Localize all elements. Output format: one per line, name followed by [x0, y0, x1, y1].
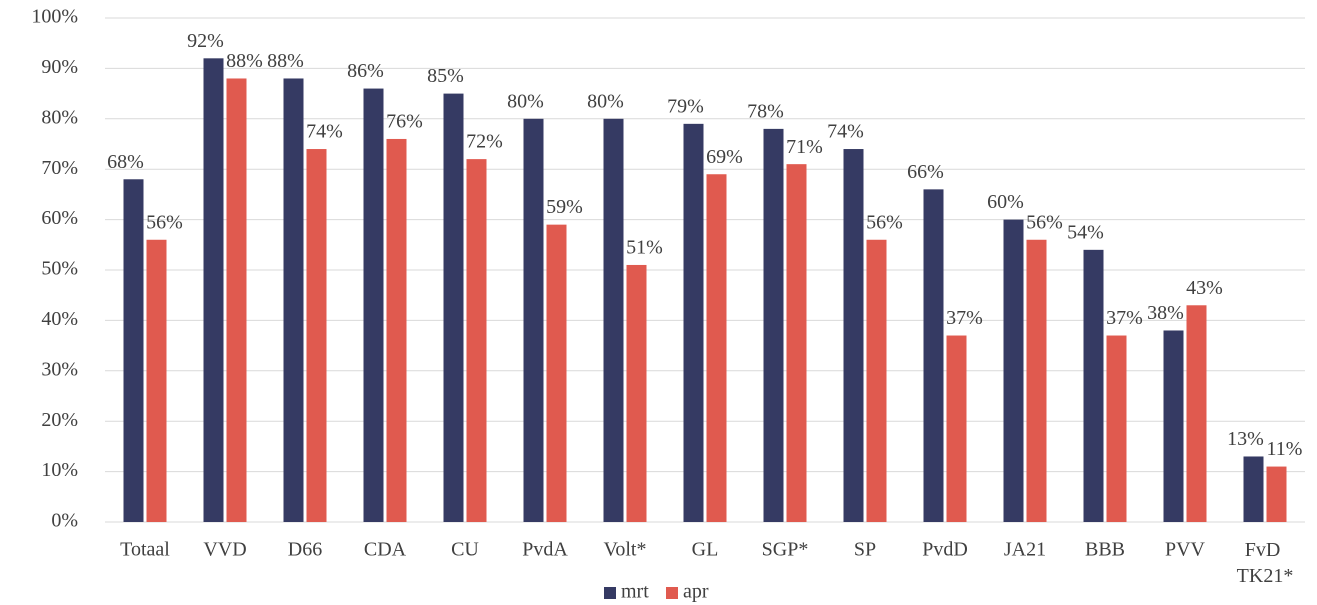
x-tick-label: CDA — [364, 539, 407, 561]
data-label: 72% — [466, 131, 503, 153]
bar — [226, 78, 247, 522]
y-tick-label: 10% — [41, 459, 78, 481]
x-tick-label: SGP* — [762, 539, 809, 561]
data-label: 59% — [546, 196, 583, 218]
y-tick-label: 70% — [41, 157, 78, 179]
bar — [283, 78, 304, 522]
bar — [1163, 330, 1184, 522]
bar — [626, 264, 647, 522]
y-tick-label: 20% — [41, 409, 78, 431]
data-label: 13% — [1227, 428, 1264, 450]
x-tick-label: VVD — [203, 539, 246, 561]
data-label: 88% — [267, 50, 304, 72]
data-label: 92% — [187, 30, 224, 52]
x-tick-label: CU — [451, 539, 479, 561]
data-label: 60% — [987, 191, 1024, 213]
bar — [1186, 305, 1207, 522]
bar — [363, 88, 384, 522]
data-label: 78% — [747, 100, 784, 122]
bar — [306, 149, 327, 523]
data-label: 37% — [1106, 307, 1143, 329]
data-label: 11% — [1267, 438, 1303, 460]
bar — [123, 179, 144, 522]
bar — [843, 149, 864, 523]
y-tick-label: 50% — [41, 258, 78, 280]
data-label: 68% — [107, 151, 144, 173]
x-tick-label: Totaal — [120, 539, 170, 561]
data-label: 85% — [427, 65, 464, 87]
bar — [603, 118, 624, 523]
x-tick-label: FvD TK21* — [1237, 539, 1294, 587]
bar — [763, 128, 784, 522]
y-tick-label: 80% — [41, 106, 78, 128]
bar — [386, 138, 407, 522]
bar — [146, 239, 167, 522]
data-label: 88% — [226, 50, 263, 72]
y-tick-label: 60% — [41, 207, 78, 229]
data-label: 56% — [146, 211, 183, 233]
x-tick-label: GL — [692, 539, 719, 561]
bar — [1243, 456, 1264, 522]
y-tick-label: 40% — [41, 308, 78, 330]
x-tick-label: JA21 — [1004, 539, 1046, 561]
bar — [443, 93, 464, 522]
x-tick-label: SP — [854, 539, 876, 561]
bar — [683, 123, 704, 522]
data-label: 51% — [626, 237, 663, 259]
bar — [923, 189, 944, 523]
x-tick-label: PVV — [1165, 539, 1206, 561]
bar — [946, 335, 967, 522]
data-label: 43% — [1186, 277, 1223, 299]
bar — [1083, 249, 1104, 522]
bar — [523, 118, 544, 523]
y-tick-label: 90% — [41, 56, 78, 78]
bar — [546, 224, 567, 522]
data-label: 76% — [386, 111, 423, 133]
data-label: 80% — [507, 90, 544, 112]
x-tick-label: BBB — [1085, 539, 1125, 561]
data-label: 38% — [1147, 302, 1184, 324]
data-label: 66% — [907, 161, 944, 183]
y-tick-label: 0% — [51, 510, 78, 532]
data-label: 74% — [827, 121, 864, 143]
legend-label: mrt — [621, 581, 649, 603]
bar — [866, 239, 887, 522]
data-label: 74% — [306, 121, 343, 143]
y-tick-label: 100% — [31, 6, 78, 28]
data-label: 56% — [1026, 211, 1063, 233]
bar — [1266, 466, 1287, 522]
x-tick-label: PvdD — [922, 539, 968, 561]
y-tick-label: 30% — [41, 358, 78, 380]
bar — [1106, 335, 1127, 522]
data-label: 71% — [786, 136, 823, 158]
data-label: 56% — [866, 211, 903, 233]
data-label: 86% — [347, 60, 384, 82]
x-tick-label: D66 — [288, 539, 322, 561]
data-label: 79% — [667, 95, 704, 117]
bar — [1003, 219, 1024, 522]
data-label: 69% — [706, 146, 743, 168]
data-label: 80% — [587, 90, 624, 112]
bar — [203, 58, 224, 522]
data-label: 54% — [1067, 221, 1104, 243]
bar — [1026, 239, 1047, 522]
legend-label: apr — [683, 581, 709, 603]
legend-swatch — [666, 587, 678, 599]
bar — [786, 164, 807, 522]
data-label: 37% — [946, 307, 983, 329]
x-tick-label: PvdA — [522, 539, 568, 561]
legend-swatch — [604, 587, 616, 599]
bar — [706, 174, 727, 523]
bar — [466, 159, 487, 522]
x-tick-label: Volt* — [604, 539, 647, 561]
